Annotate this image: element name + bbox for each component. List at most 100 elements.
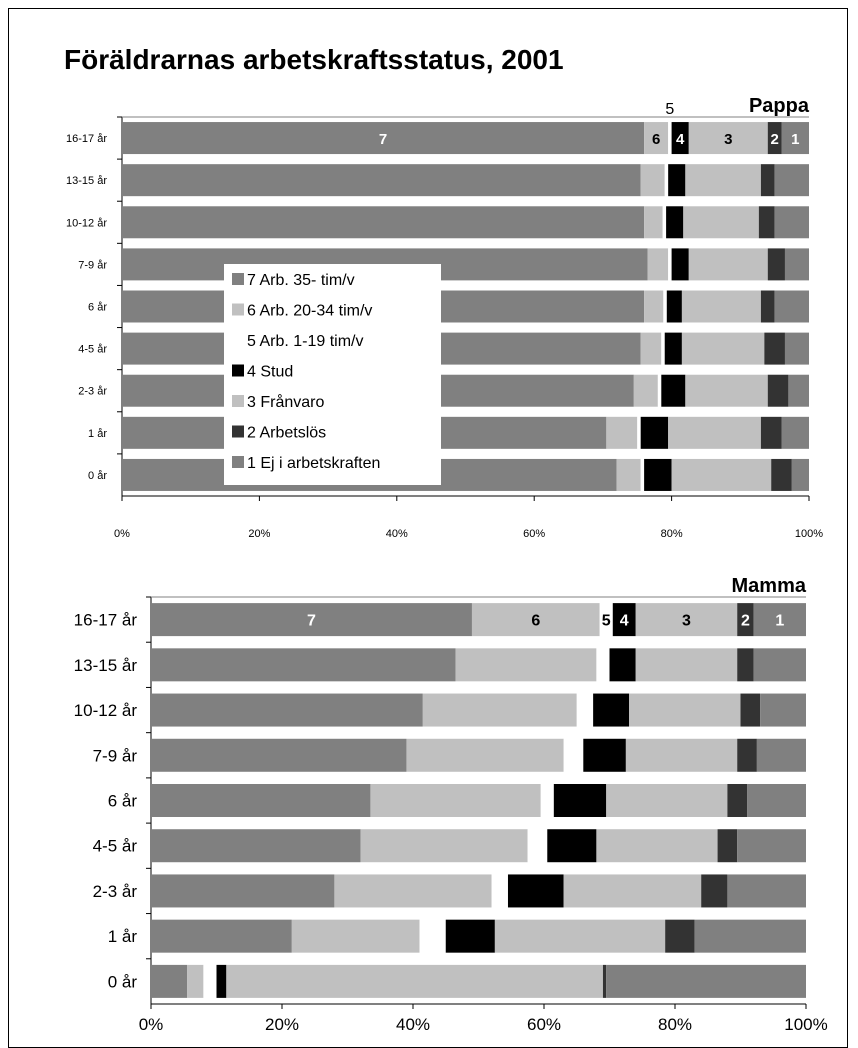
bar-segment-3 [683, 206, 759, 239]
category-label: 7-9 år [93, 746, 138, 765]
bar-segment-2 [767, 122, 782, 155]
bar-segment-5 [563, 738, 584, 772]
bar-segment-4 [609, 648, 636, 682]
category-label: 13-15 år [74, 656, 138, 675]
pappa-panel: 0% 20% 40% 60% 80% 100% 16-17 år 7 654 3 2 1 13-15 å… [66, 95, 823, 540]
bar-segment-4 [666, 290, 682, 323]
category-label: 6 år [88, 302, 107, 314]
x-tick-label: 60% [523, 528, 545, 540]
bar-segment-6 [644, 206, 663, 239]
bar-segment-2 [727, 784, 748, 817]
segment-label-7: 7 [379, 131, 387, 148]
bar-segment-1 [774, 206, 809, 239]
bar-segment-5 [661, 332, 665, 365]
bar-segment-1 [694, 919, 806, 953]
bar-segment-1 [784, 248, 809, 281]
bar-segment-2 [760, 416, 782, 449]
x-tick-label: 100% [784, 1015, 827, 1034]
bar-segment-7 [122, 164, 641, 197]
legend-label: 3 Frånvaro [247, 393, 324, 411]
bar-segment-3 [226, 964, 603, 998]
bar-segment-4 [612, 603, 636, 637]
bar-segment-2 [701, 874, 728, 908]
category-label: 10-12 år [66, 217, 107, 229]
bar-segment-7 [122, 206, 645, 239]
bar-segment-4 [547, 829, 597, 863]
legend-swatch-2 [232, 425, 244, 438]
segment-label-2: 2 [770, 131, 778, 148]
bar-segment-4 [445, 919, 495, 953]
category-label: 0 år [108, 972, 138, 991]
segment-label-5: 5 [602, 613, 611, 630]
bar-segment-1 [727, 874, 806, 908]
bar-segment-7 [151, 829, 361, 863]
segment-label-4: 4 [676, 131, 685, 148]
x-tick-label: 0% [139, 1015, 164, 1034]
bar-segment-6 [406, 738, 564, 772]
bar-segment-2 [740, 693, 761, 727]
segment-label-1: 1 [791, 131, 799, 148]
bar-segment-7 [151, 648, 456, 682]
bar-segment-5 [596, 648, 610, 682]
bar-segment-3 [635, 603, 738, 637]
bar-segment-4 [507, 874, 564, 908]
bar-segment-3 [688, 122, 768, 155]
x-tick-label: 60% [527, 1015, 561, 1034]
bar-segment-4 [583, 738, 626, 772]
bar-segment-2 [760, 290, 775, 323]
bar-segment-5 [663, 290, 667, 323]
bar-segment-5 [664, 164, 669, 197]
segment-label-1: 1 [775, 613, 784, 630]
x-tick-label: 20% [248, 528, 270, 540]
bar-segment-5 [540, 784, 554, 817]
bar-segment-3 [563, 874, 702, 908]
bar-segment-6 [187, 964, 204, 998]
bar-segment-5 [668, 248, 672, 281]
bar-segment-3 [688, 248, 768, 281]
bar-segment-4 [668, 164, 686, 197]
bar-segment-5 [668, 122, 672, 155]
x-tick-label: 80% [661, 528, 683, 540]
bar-segment-7 [122, 122, 645, 155]
legend-label: 2 Arbetslös [247, 425, 326, 442]
bar-segment-2 [737, 603, 754, 637]
bar-segment-6 [370, 784, 541, 817]
bar-segment-3 [681, 332, 765, 365]
bar-segment-1 [760, 693, 806, 727]
bar-segment-7 [151, 919, 292, 953]
bar-segment-2 [737, 738, 757, 772]
bar-segment-1 [753, 603, 806, 637]
legend-label: 5 Arb. 1-19 tim/v [247, 333, 364, 350]
bar-segment-7 [151, 874, 335, 908]
bar-segment-4 [664, 332, 682, 365]
segment-label-3: 3 [724, 131, 732, 148]
bar-segment-1 [774, 164, 809, 197]
x-tick-label: 40% [396, 1015, 430, 1034]
category-label: 0 år [88, 470, 107, 482]
legend-label: 1 Ej i arbetskraften [247, 455, 380, 472]
x-tick-label: 100% [795, 528, 823, 540]
bar-segment-7 [151, 738, 407, 772]
mamma-panel: 0% 20% 40% 60% 80% 100% 16-17 år 7 6 5 4 3 2 1 13-15 å… [74, 575, 828, 1034]
x-tick-label: 0% [114, 528, 130, 540]
bar-segment-6 [471, 603, 600, 637]
category-label: 2-3 år [93, 882, 138, 901]
bar-segment-2 [767, 248, 785, 281]
bar-segment-4 [666, 206, 684, 239]
bar-segment-2 [665, 919, 695, 953]
bar-segment-5 [203, 964, 217, 998]
bar-segment-4 [671, 248, 689, 281]
category-label: 4-5 år [78, 344, 107, 356]
bar-segment-4 [593, 693, 630, 727]
x-tick-label: 80% [658, 1015, 692, 1034]
bar-segment-6 [334, 874, 492, 908]
category-label: 16-17 år [66, 133, 107, 145]
bar-segment-4 [553, 784, 607, 817]
panel-label: Pappa [749, 95, 810, 117]
bar-segment-7 [151, 964, 188, 998]
legend-swatch-3 [232, 395, 244, 407]
x-tick-label: 40% [386, 528, 408, 540]
bar-segment-1 [781, 416, 809, 449]
legend-swatch-4 [232, 364, 244, 377]
bar-segment-1 [737, 829, 806, 863]
